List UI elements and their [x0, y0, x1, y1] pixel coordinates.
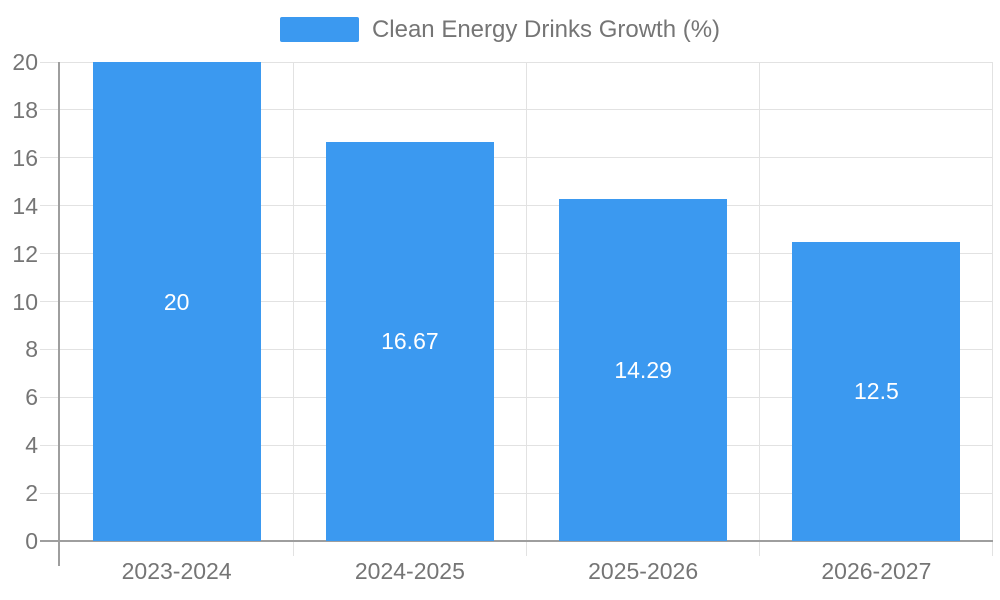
gridline-vertical [292, 62, 294, 556]
x-axis-label: 2026-2027 [821, 558, 932, 584]
gridline-horizontal [40, 492, 993, 494]
y-axis-label: 16 [12, 144, 38, 171]
legend-label: Clean Energy Drinks Growth (%) [371, 16, 721, 43]
bar-value-label: 16.67 [381, 328, 439, 355]
y-axis-label: 8 [25, 336, 38, 363]
gridline-horizontal [40, 348, 993, 350]
y-axis-label: 12 [12, 240, 38, 267]
bar-value-label: 20 [163, 288, 190, 315]
legend-color-swatch [279, 17, 359, 42]
y-axis-line [58, 62, 60, 566]
gridline-horizontal [40, 61, 993, 63]
bar-value-label: 14.29 [614, 356, 672, 383]
y-axis-label: 0 [25, 528, 38, 554]
gridline-vertical [526, 62, 527, 556]
x-axis-label: 2024-2025 [354, 558, 465, 584]
bar [792, 241, 961, 541]
x-axis-line [40, 540, 993, 542]
y-axis-label: 6 [25, 384, 38, 411]
chart-legend: Clean Energy Drinks Growth (%) [0, 17, 1000, 42]
gridline-horizontal [40, 444, 993, 446]
y-axis-label: 10 [12, 288, 38, 315]
gridline-horizontal [40, 157, 993, 159]
y-axis-label: 2 [25, 480, 38, 507]
y-axis-label: 20 [12, 49, 38, 75]
gridline-horizontal [40, 301, 993, 302]
y-axis-label: 14 [12, 192, 38, 219]
bar [559, 198, 728, 541]
bar [325, 141, 494, 541]
y-axis-label: 18 [12, 96, 38, 123]
gridline-vertical [759, 62, 761, 556]
gridline-horizontal [40, 253, 993, 255]
plot-right-border [992, 62, 993, 556]
y-axis-label: 4 [25, 432, 38, 459]
gridline-horizontal [40, 396, 993, 398]
gridline-horizontal [40, 109, 993, 111]
bar [92, 62, 261, 541]
bar-value-label: 12.5 [853, 378, 899, 405]
gridline-horizontal [40, 205, 993, 207]
x-axis-label: 2023-2024 [121, 558, 232, 584]
x-axis-label: 2025-2026 [588, 558, 699, 584]
